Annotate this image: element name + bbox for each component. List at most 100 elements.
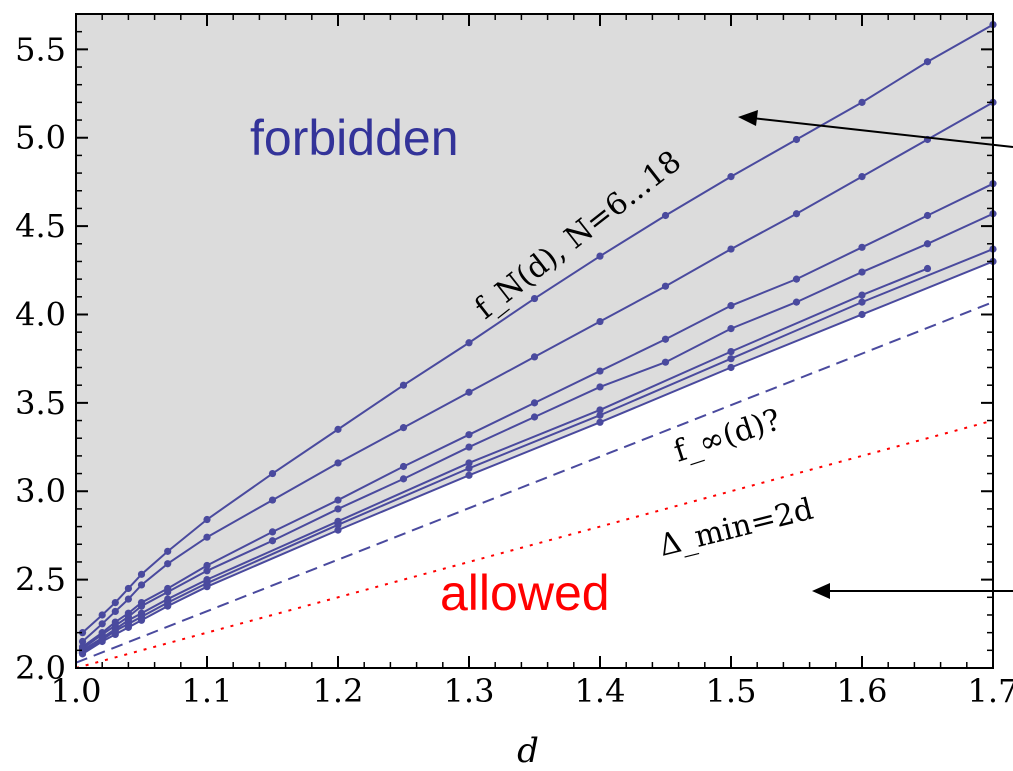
y-tick-label: 4.5: [15, 207, 66, 245]
series-5-point: [727, 348, 735, 356]
series-1-point: [465, 339, 473, 347]
series-1-point: [164, 547, 172, 555]
series-1-point: [530, 294, 539, 303]
series-4-point: [661, 358, 670, 366]
delta-min-line: [75, 419, 994, 669]
series-4-point: [596, 383, 604, 391]
series-3-point: [530, 399, 539, 407]
y-tick-label: 5.0: [15, 119, 66, 157]
series-2-point: [661, 282, 670, 290]
series-2-point: [268, 496, 277, 504]
finf-curve-label: f_∞(d)?: [670, 402, 785, 469]
y-tick-label: 4.0: [15, 295, 66, 333]
plot-frame: [75, 13, 994, 669]
series-5-point: [858, 291, 866, 299]
forbidden-label: forbidden: [250, 110, 459, 166]
series-3-point: [203, 561, 211, 570]
series-1-point: [203, 515, 211, 524]
series-layer: [78, 21, 997, 658]
series-2-point: [399, 424, 408, 432]
series-3-point: [465, 431, 473, 439]
series-2-point: [137, 581, 146, 589]
series-4-point: [334, 505, 342, 513]
series-1-point: [137, 570, 146, 578]
series-7-point: [78, 650, 87, 658]
series-3-point: [268, 528, 277, 536]
y-tick-label: 2.0: [15, 649, 66, 687]
series-4-point: [203, 567, 211, 575]
x-tick-label: 1.3: [444, 672, 495, 710]
series-7-point: [727, 363, 735, 372]
arrow-to-forbidden: [738, 110, 1013, 148]
y-tick-label: 2.5: [15, 561, 66, 599]
series-3-point: [923, 211, 932, 220]
finf-dashed-line-layer: [75, 301, 994, 664]
series-6-point: [334, 521, 342, 529]
series-4-point: [923, 240, 932, 248]
series-1-point: [78, 629, 87, 637]
series-4-point: [858, 268, 866, 276]
x-tick-label: 1.0: [51, 672, 102, 710]
series-3-point: [334, 496, 342, 504]
series-1-point: [727, 173, 735, 181]
series-3-point: [792, 275, 801, 283]
series-2-point: [792, 210, 801, 218]
forbidden-region: [76, 14, 993, 654]
series-2-point: [465, 388, 473, 396]
series-4-point: [164, 588, 172, 596]
series-1-point: [111, 599, 119, 607]
x-tick-label: 1.2: [313, 672, 364, 710]
series-2-point: [98, 620, 106, 628]
series-2-point: [858, 173, 866, 181]
series-2-point: [334, 459, 342, 467]
series-5-point: [596, 406, 604, 414]
series-6-point: [858, 298, 866, 306]
series-2-point: [78, 637, 87, 646]
series-3-point: [661, 335, 670, 343]
series-7-point: [203, 583, 211, 591]
y-tick-label: 3.5: [15, 384, 66, 422]
series-1-point: [596, 252, 604, 260]
y-tick-label: 5.5: [15, 30, 66, 68]
series-1-point: [268, 469, 277, 478]
series-1-point: [124, 584, 132, 593]
series-6-point: [465, 464, 473, 472]
series-4-point: [530, 413, 539, 421]
series-7-point: [164, 602, 172, 610]
finf-line: [75, 301, 994, 664]
series-2-point: [596, 317, 604, 326]
series-4-point: [465, 443, 473, 451]
series-1-point: [399, 381, 408, 389]
series-1-point: [661, 211, 670, 220]
series-1-point: [858, 98, 866, 106]
arrow-to-allowed: [812, 583, 1013, 599]
series-7-point: [124, 623, 132, 631]
x-axis-label: d: [517, 731, 539, 771]
series-2-point: [111, 607, 119, 616]
series-2-point: [727, 245, 735, 253]
series-5-point: [923, 264, 932, 273]
x-tick-label: 1.6: [837, 672, 888, 710]
series-4-point: [137, 602, 146, 610]
series-4-point: [399, 475, 408, 483]
series-1-point: [792, 135, 801, 144]
series-7-point: [465, 471, 473, 479]
series-2-point: [164, 560, 172, 568]
series-3-point: [858, 243, 866, 251]
series-1-point: [98, 611, 106, 619]
x-tick-label: 1.7: [968, 672, 1013, 710]
series-6-point: [596, 411, 604, 419]
allowed-label: allowed: [440, 565, 610, 621]
delta-min-bound-layer: [75, 419, 994, 669]
series-3-point: [399, 462, 408, 471]
series-7-point: [98, 637, 106, 646]
series-2-point: [203, 533, 211, 541]
ticks-layer: 1.0 1.1 1.2 1.3 1.4 1.5 1.6 1.7 2.0 2.5 3.0 3.5 4.0 4…: [15, 13, 1013, 710]
x-tick-label: 1.5: [706, 672, 757, 710]
delta-min-label: Δ_min=2d: [655, 492, 816, 564]
series-6-point: [727, 355, 735, 363]
series-7-point: [111, 630, 119, 639]
series-4-point: [727, 325, 735, 333]
series-7-point: [137, 616, 146, 624]
